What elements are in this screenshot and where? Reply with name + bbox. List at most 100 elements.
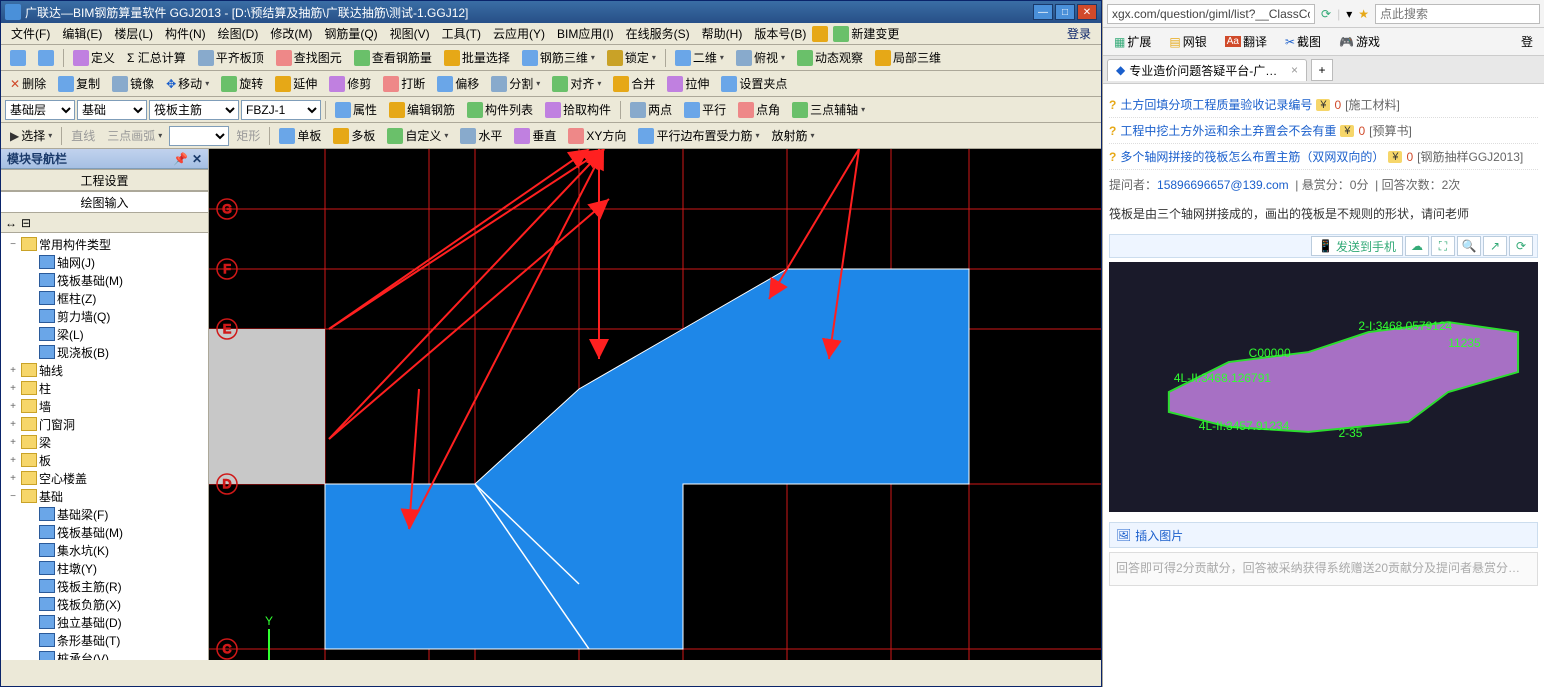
pick-button[interactable]: 拾取构件 [540, 99, 616, 120]
dyn-observe-button[interactable]: 动态观察 [792, 47, 868, 68]
menu-cloud[interactable]: 云应用(Y) [487, 23, 551, 44]
search-input[interactable] [1375, 4, 1540, 24]
line-button[interactable]: 直线 [66, 125, 100, 146]
lock-button[interactable]: 锁定▾ [602, 47, 661, 68]
tree-item[interactable]: 基础梁(F) [3, 505, 206, 523]
browser-tab[interactable]: ◆ 专业造价问题答疑平台-广联达 × [1107, 59, 1307, 81]
tab-close-icon[interactable]: × [1291, 63, 1298, 77]
tree-common-types[interactable]: −常用构件类型 [3, 235, 206, 253]
tree-item[interactable]: 现浇板(B) [3, 343, 206, 361]
two-point-button[interactable]: 两点 [625, 99, 677, 120]
translate-button[interactable]: Aa翻译 [1218, 30, 1274, 53]
xy-button[interactable]: XY方向 [563, 125, 631, 146]
radial-button[interactable]: 放射筋▾ [766, 125, 819, 146]
break-button[interactable]: 打断 [378, 73, 430, 94]
local-3d-button[interactable]: 局部三维 [870, 47, 946, 68]
tree-item[interactable]: 梁(L) [3, 325, 206, 343]
tree-cat[interactable]: +梁 [3, 433, 206, 451]
tree-item[interactable]: 筏板基础(M) [3, 523, 206, 541]
insert-image-button[interactable]: 🖼 插入图片 [1109, 522, 1538, 548]
select-button[interactable]: ▶选择▾ [5, 125, 57, 146]
maximize-button[interactable]: □ [1055, 4, 1075, 20]
sum-calc-button[interactable]: Σ 汇总计算 [122, 47, 191, 68]
category-combo[interactable]: 基础 [77, 100, 147, 120]
edit-rebar-button[interactable]: 编辑钢筋 [384, 99, 460, 120]
game-button[interactable]: 🎮游戏 [1332, 30, 1387, 53]
menu-bim[interactable]: BIM应用(I) [551, 23, 620, 44]
horiz-button[interactable]: 水平 [455, 125, 507, 146]
tree-cat[interactable]: +轴线 [3, 361, 206, 379]
ext-button[interactable]: ▦扩展 [1107, 30, 1158, 53]
qa-item[interactable]: ? 多个轴网拼接的筏板怎么布置主筋（双网双向的） ¥ 0 [钢筋抽样GGJ201… [1109, 144, 1538, 170]
qa-item[interactable]: ? 工程中挖土方外运和余土弃置会不会有重 ¥ 0 [预算书] [1109, 118, 1538, 144]
tree-item[interactable]: 筏板负筋(X) [3, 595, 206, 613]
tree-foundation[interactable]: −基础 [3, 487, 206, 505]
send-phone-button[interactable]: 📱发送到手机 [1311, 236, 1403, 256]
rotate-icon[interactable]: ⟳ [1509, 236, 1533, 256]
fullscreen-icon[interactable]: ⛶ [1431, 236, 1455, 256]
reply-textarea[interactable]: 回答即可得2分贡献分，回答被采纳获得系统赠送20贡献分及提问者悬赏分… [1109, 552, 1538, 586]
new-tab-button[interactable]: + [1311, 59, 1333, 81]
menu-component[interactable]: 构件(N) [159, 23, 212, 44]
define-button[interactable]: 定义 [68, 47, 120, 68]
tree-cat[interactable]: +墙 [3, 397, 206, 415]
stretch-button[interactable]: 拉伸 [662, 73, 714, 94]
favorite-icon[interactable]: ★ [1358, 7, 1369, 21]
close-button[interactable]: ✕ [1077, 4, 1097, 20]
tree-item[interactable]: 集水坑(K) [3, 541, 206, 559]
comp-list-button[interactable]: 构件列表 [462, 99, 538, 120]
rotate-button[interactable]: 旋转 [216, 73, 268, 94]
menu-tool[interactable]: 工具(T) [436, 23, 487, 44]
nav-tab-settings[interactable]: 工程设置 [1, 169, 208, 191]
new-modification-button[interactable]: 新建变更 [828, 23, 904, 44]
nav-expand-icon[interactable]: ↔ [5, 216, 17, 230]
minimize-button[interactable]: — [1033, 4, 1053, 20]
empty-combo[interactable] [169, 126, 229, 146]
multi-slab-button[interactable]: 多板 [328, 125, 380, 146]
menu-modify[interactable]: 修改(M) [264, 23, 318, 44]
tree-cat[interactable]: +柱 [3, 379, 206, 397]
tree-item[interactable]: 柱墩(Y) [3, 559, 206, 577]
parallel-button[interactable]: 平行 [679, 99, 731, 120]
cloud-save-icon[interactable]: ☁ [1405, 236, 1429, 256]
overlook-button[interactable]: 俯视▾ [731, 47, 790, 68]
three-aux-button[interactable]: 三点辅轴▾ [787, 99, 870, 120]
menu-file[interactable]: 文件(F) [5, 23, 56, 44]
nav-fwd-button[interactable] [33, 48, 59, 68]
attribute-button[interactable]: 属性 [330, 99, 382, 120]
set-pin-button[interactable]: 设置夹点 [716, 73, 792, 94]
custom-button[interactable]: 自定义▾ [382, 125, 453, 146]
nav-collapse-icon[interactable]: ⊟ [21, 216, 31, 230]
asker-link[interactable]: 15896696657@139.com [1157, 178, 1289, 192]
trim-button[interactable]: 修剪 [324, 73, 376, 94]
rebar-3d-button[interactable]: 钢筋三维▾ [517, 47, 600, 68]
vert-button[interactable]: 垂直 [509, 125, 561, 146]
menu-edit[interactable]: 编辑(E) [56, 23, 108, 44]
menu-version[interactable]: 版本号(B) [748, 23, 812, 44]
drawing-canvas[interactable]: C D E F G [209, 149, 1101, 660]
zoom-icon[interactable]: 🔍 [1457, 236, 1481, 256]
merge-button[interactable]: 合并 [608, 73, 660, 94]
align-button[interactable]: 对齐▾ [547, 73, 606, 94]
nav-back-button[interactable] [5, 48, 31, 68]
dropdown-icon[interactable]: ▾ [1346, 7, 1352, 21]
point-angle-button[interactable]: 点角 [733, 99, 785, 120]
url-input[interactable] [1107, 4, 1315, 24]
tree-item[interactable]: 框柱(Z) [3, 289, 206, 307]
rect-button[interactable]: 矩形 [231, 125, 265, 146]
tree-item[interactable]: 条形基础(T) [3, 631, 206, 649]
tree-item-raft-main[interactable]: 筏板主筋(R) [3, 577, 206, 595]
2d-button[interactable]: 二维▾ [670, 47, 729, 68]
batch-select-button[interactable]: 批量选择 [439, 47, 515, 68]
screenshot-button[interactable]: ✂截图 [1278, 30, 1328, 53]
instance-combo[interactable]: FBZJ-1 [241, 100, 321, 120]
copy-button[interactable]: 复制 [53, 73, 105, 94]
tree-cat[interactable]: +门窗洞 [3, 415, 206, 433]
refresh-icon[interactable]: ⟳ [1321, 7, 1331, 21]
menu-view[interactable]: 视图(V) [384, 23, 436, 44]
delete-button[interactable]: ✕删除 [5, 73, 51, 94]
menu-draw[interactable]: 绘图(D) [212, 23, 265, 44]
offset-button[interactable]: 偏移 [432, 73, 484, 94]
share-icon[interactable]: ↗ [1483, 236, 1507, 256]
qa-item[interactable]: ? 土方回填分项工程质量验收记录编号 ¥ 0 [施工材料] [1109, 92, 1538, 118]
